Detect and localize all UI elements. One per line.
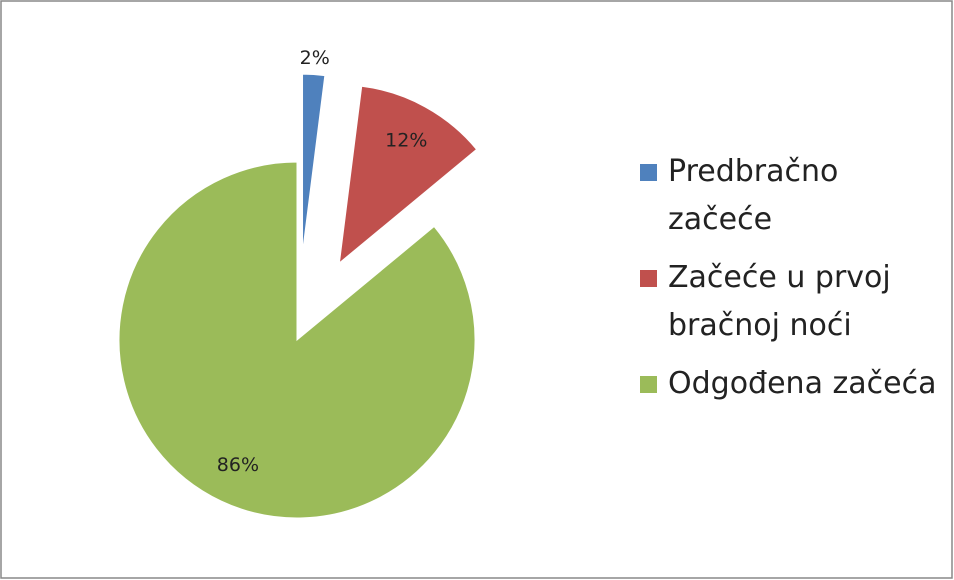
legend-swatch — [640, 376, 657, 393]
data-label: 12% — [385, 130, 427, 152]
legend-swatch — [640, 270, 657, 287]
data-label: 2% — [300, 47, 330, 69]
data-label: 86% — [217, 454, 259, 476]
legend-label: Začeće u prvoj bračnoj noći — [668, 260, 891, 343]
legend-swatch — [640, 164, 657, 181]
legend-label: Odgođena začeća — [668, 366, 937, 401]
pie-slice — [338, 85, 478, 265]
legend-item: Začeće u prvoj bračnoj noći — [640, 254, 940, 350]
legend-item: Predbračno začeće — [640, 148, 940, 244]
pie-slice — [118, 161, 476, 519]
pie-slice — [302, 73, 326, 253]
legend-label: Predbračno začeće — [668, 154, 839, 237]
legend: Predbračno začeće Začeće u prvoj bračnoj … — [640, 148, 940, 418]
legend-item: Odgođena začeća — [640, 360, 940, 408]
